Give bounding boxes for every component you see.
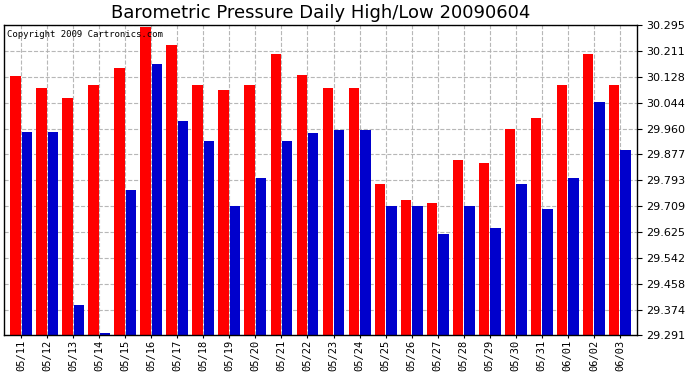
Bar (360, 130, 371, 335)
Bar (375, 184, 385, 335)
Bar (609, 86, 620, 335)
Bar (334, 130, 344, 335)
Bar (166, 45, 177, 335)
Bar (100, 333, 110, 335)
Bar (491, 228, 501, 335)
Bar (140, 27, 150, 335)
Bar (438, 234, 449, 335)
Bar (348, 88, 359, 335)
Bar (505, 129, 515, 335)
Bar (569, 178, 579, 335)
Bar (531, 118, 542, 335)
Bar (126, 190, 136, 335)
Bar (62, 98, 72, 335)
Bar (323, 88, 333, 335)
Bar (230, 206, 240, 335)
Bar (479, 163, 489, 335)
Bar (204, 141, 215, 335)
Bar (401, 200, 411, 335)
Bar (178, 121, 188, 335)
Bar (36, 88, 47, 335)
Bar (219, 90, 229, 335)
Bar (620, 150, 631, 335)
Bar (412, 206, 422, 335)
Bar (74, 305, 84, 335)
Bar (426, 203, 437, 335)
Text: Copyright 2009 Cartronics.com: Copyright 2009 Cartronics.com (8, 30, 164, 39)
Bar (256, 178, 266, 335)
Bar (542, 209, 553, 335)
Bar (386, 206, 397, 335)
Bar (453, 159, 463, 335)
Bar (193, 86, 203, 335)
Bar (297, 75, 307, 335)
Bar (270, 54, 281, 335)
Bar (557, 86, 567, 335)
Bar (21, 132, 32, 335)
Title: Barometric Pressure Daily High/Low 20090604: Barometric Pressure Daily High/Low 20090… (111, 4, 530, 22)
Bar (88, 86, 99, 335)
Bar (48, 132, 58, 335)
Bar (464, 206, 475, 335)
Bar (282, 141, 293, 335)
Bar (516, 184, 526, 335)
Bar (152, 64, 162, 335)
Bar (594, 102, 605, 335)
Bar (244, 86, 255, 335)
Bar (10, 76, 21, 335)
Bar (583, 54, 593, 335)
Bar (115, 68, 125, 335)
Bar (308, 133, 318, 335)
